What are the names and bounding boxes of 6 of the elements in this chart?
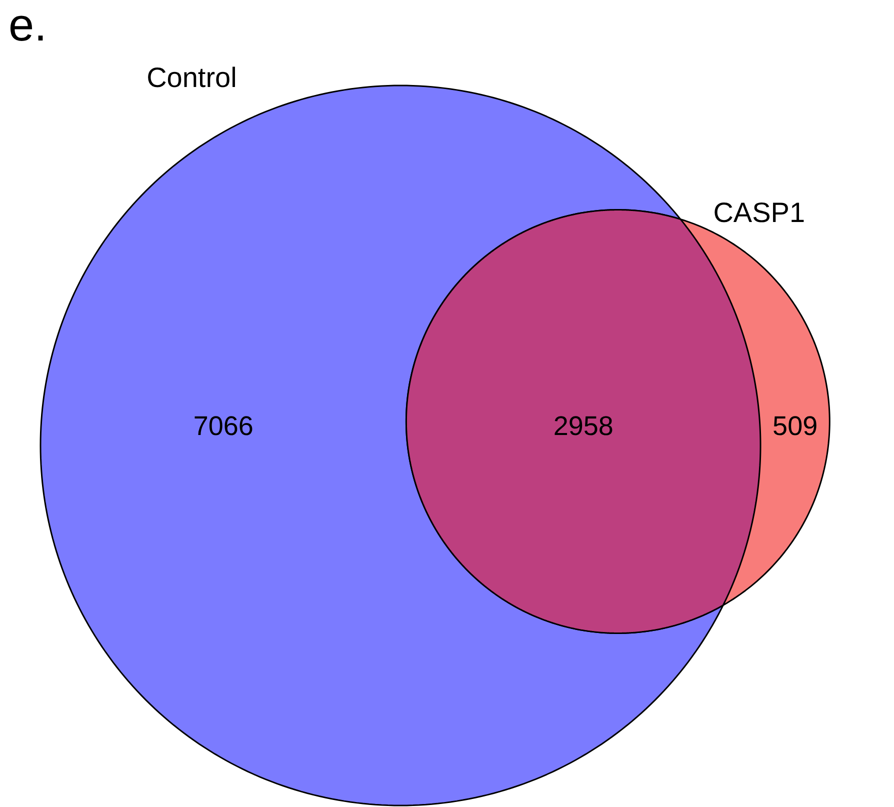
data-label: 509 [772, 411, 818, 441]
text: CASP1 [713, 196, 806, 228]
text: e. [8, 0, 47, 50]
text: Control [146, 62, 237, 94]
data-label: 7066 [193, 411, 254, 441]
data-label: 2958 [553, 411, 614, 441]
